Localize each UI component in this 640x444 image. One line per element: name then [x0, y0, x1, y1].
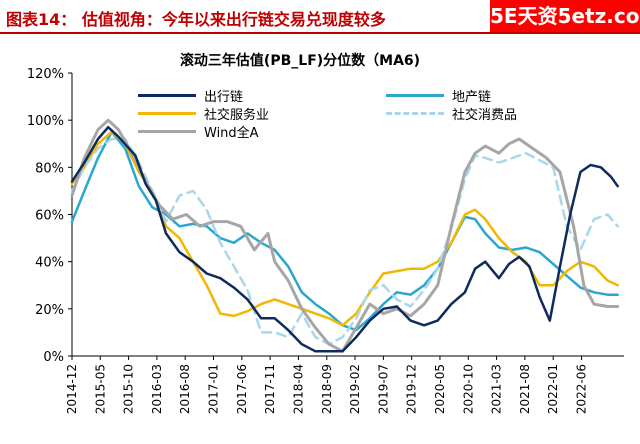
x-tick-label: 2014-12	[65, 364, 79, 414]
series-line-2	[70, 130, 619, 327]
legend-label: 出行链	[204, 90, 244, 105]
series-line-3	[70, 137, 619, 346]
y-tick-label: 60%	[35, 209, 64, 224]
legend-item-shejiaofuwuye: 社交服务业	[138, 104, 269, 123]
x-tick-label: 2018-09	[320, 364, 334, 414]
legend-item-shejiaoxiaofeipin: 社交消费品	[386, 104, 517, 123]
x-tick-label: 2016-03	[150, 364, 164, 414]
legend-label: Wind全A	[204, 126, 259, 141]
x-tick-label: 2019-12	[405, 364, 419, 414]
y-tick-label: 0%	[43, 350, 64, 365]
legend-label: 社交消费品	[452, 108, 518, 123]
x-tick-label: 2018-04	[291, 364, 305, 414]
y-tick-label: 40%	[35, 256, 64, 271]
x-tick-label: 2017-01	[207, 364, 221, 414]
chart-title: 滚动三年估值(PB_LF)分位数（MA6)	[179, 53, 421, 69]
series-line-0	[70, 125, 619, 353]
y-tick-label: 100%	[27, 114, 64, 129]
x-tick-label: 2021-03	[490, 364, 504, 414]
x-tick-label: 2022-06	[575, 364, 589, 414]
x-tick-label: 2019-02	[348, 364, 362, 414]
x-tick-label: 2020-05	[433, 364, 447, 414]
x-tick-label: 2015-10	[122, 364, 136, 414]
legend-swatch	[386, 112, 444, 115]
x-tick-label: 2017-06	[235, 364, 249, 414]
y-tick-label: 20%	[35, 303, 64, 318]
figure-title: 图表14： 估值视角：今年以来出行链交易兑现度较多	[6, 10, 386, 29]
x-tick-label: 2020-10	[461, 364, 475, 414]
legend-swatch	[138, 112, 196, 115]
x-tick-label: 2016-08	[178, 364, 192, 414]
legend-label: 社交服务业	[204, 108, 270, 123]
legend-swatch	[386, 94, 444, 97]
legend-label: 地产链	[452, 90, 492, 105]
legend-swatch	[138, 130, 196, 133]
legend-item-wind-all-a: Wind全A	[138, 122, 259, 141]
header-divider	[0, 32, 640, 34]
legend-item-dichanlian: 地产链	[386, 86, 491, 105]
x-tick-label: 2015-05	[93, 364, 107, 414]
series-line-4	[70, 118, 620, 353]
x-tick-label: 2019-07	[376, 364, 390, 414]
x-tick-label: 2021-08	[518, 364, 532, 414]
y-tick-label: 120%	[27, 67, 64, 82]
legend-item-chuxinglian: 出行链	[138, 86, 243, 105]
x-tick-label: 2022-01	[546, 364, 560, 414]
watermark-logo: 5E天资5etz.com	[490, 0, 640, 32]
x-tick-label: 2017-11	[263, 364, 277, 414]
y-tick-label: 80%	[35, 161, 64, 176]
series-line-1	[70, 130, 619, 332]
legend-swatch	[138, 94, 196, 97]
